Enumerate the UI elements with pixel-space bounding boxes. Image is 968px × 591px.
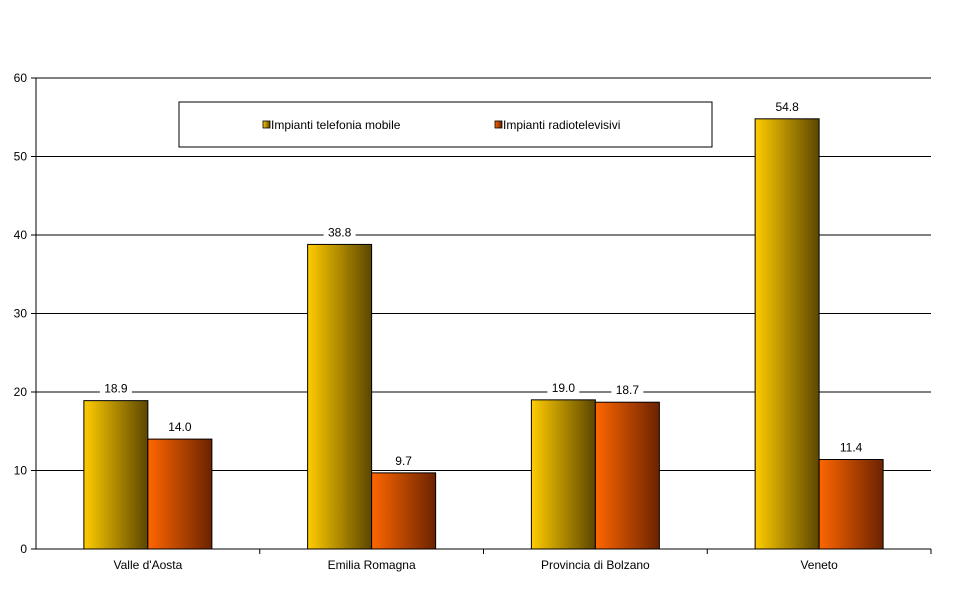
bar (83, 400, 149, 550)
data-label-bg (323, 225, 356, 240)
bar (818, 459, 884, 550)
data-label-bg (99, 381, 132, 396)
bars (83, 118, 884, 550)
y-tick-label: 60 (14, 71, 28, 85)
data-label: 38.8 (328, 225, 352, 239)
legend-label: Impianti radiotelevisivi (503, 118, 620, 132)
legend-box (178, 101, 713, 148)
y-tick-label: 0 (20, 542, 27, 556)
y-tick-label: 40 (14, 228, 28, 242)
data-label-bg (771, 99, 804, 114)
data-label-bg (547, 380, 580, 395)
bar (371, 472, 437, 550)
y-tick-label: 50 (14, 150, 28, 164)
legend-swatch (494, 120, 503, 129)
y-tick-label: 20 (14, 385, 28, 399)
data-label: 14.0 (168, 420, 192, 434)
data-label: 19.0 (552, 381, 576, 395)
legend-swatch (262, 120, 271, 129)
data-label-bg (163, 420, 196, 435)
bar (147, 438, 213, 550)
x-tick-label: Veneto (800, 558, 838, 572)
data-label: 11.4 (840, 441, 863, 455)
x-tick-label: Valle d'Aosta (113, 558, 182, 572)
data-label: 9.7 (395, 454, 412, 468)
data-labels: 18.9 14.0 38.8 9.7 19.0 18.7 54.8 11.4 (99, 99, 868, 468)
bar (307, 243, 373, 550)
bar (594, 401, 660, 550)
data-label-bg (391, 453, 417, 468)
data-label: 18.9 (104, 382, 128, 396)
x-tick-label: Provincia di Bolzano (541, 558, 650, 572)
y-tick-label: 30 (14, 307, 28, 321)
data-label: 54.8 (775, 100, 799, 114)
data-label: 18.7 (616, 383, 640, 397)
data-label-bg (835, 440, 868, 455)
bar (754, 118, 820, 550)
legend: Impianti telefonia mobile Impianti radiot… (178, 101, 713, 148)
y-tick-label: 10 (14, 464, 28, 478)
legend-label: Impianti telefonia mobile (271, 118, 401, 132)
data-label-bg (611, 383, 644, 398)
bar (530, 399, 596, 550)
x-tick-label: Emilia Romagna (328, 558, 416, 572)
